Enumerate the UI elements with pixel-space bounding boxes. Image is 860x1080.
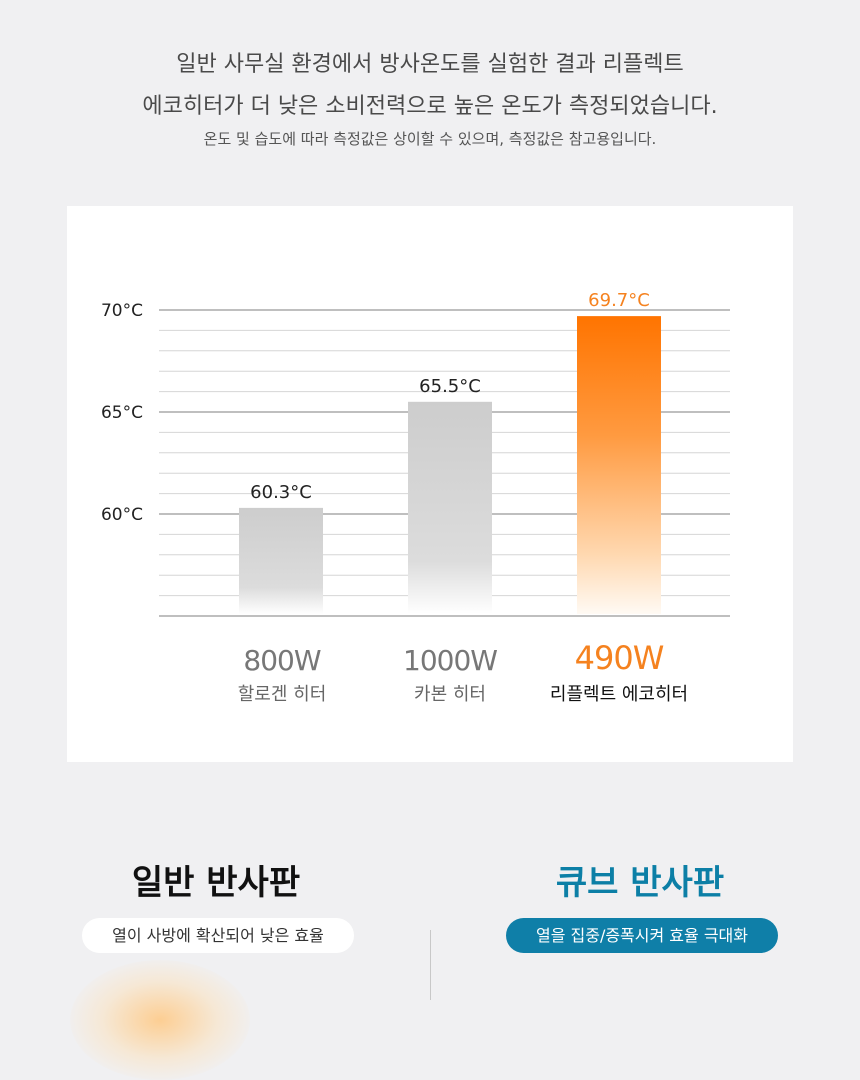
general-reflector-title: 일반 반사판 xyxy=(131,863,301,903)
category-watt-2: 490W xyxy=(574,639,665,677)
bar-value-label: 60.3°C xyxy=(250,482,312,503)
y-tick-label: 65°C xyxy=(101,403,143,423)
chart-card: 60°C 65°C 70°C 60.3°C 65.5°C 69.7°C 800W 할로겐 … xyxy=(67,206,793,762)
y-tick-label: 70°C xyxy=(101,301,143,321)
bar xyxy=(408,401,492,614)
category-name-0: 할로겐 히터 xyxy=(237,684,327,705)
cube-reflector-title: 큐브 반사판 xyxy=(555,863,725,903)
intro-line-1: 일반 사무실 환경에서 방사온도를 실험한 결과 리플렉트 xyxy=(176,52,684,77)
bar-chart: 60°C 65°C 70°C 60.3°C 65.5°C 69.7°C xyxy=(101,290,730,617)
category-watt-1: 1000W xyxy=(403,644,498,677)
general-reflector-pill: 열이 사방에 확산되어 낮은 효율 xyxy=(82,918,354,953)
cube-reflector-pill: 열을 집중/증폭시켜 효율 극대화 xyxy=(506,918,778,953)
category-watt-0: 800W xyxy=(243,644,321,677)
category-name-2: 리플렉트 에코히터 xyxy=(549,684,689,705)
bar xyxy=(577,316,661,614)
intro-line-2: 에코히터가 더 낮은 소비전력으로 높은 온도가 측정되었습니다. xyxy=(142,94,718,119)
intro-note: 온도 및 습도에 따라 측정값은 상이할 수 있으며, 측정값은 참고용입니다. xyxy=(203,130,657,148)
heat-glow-illustration xyxy=(70,960,250,1080)
bar-value-label: 65.5°C xyxy=(419,376,481,397)
compare-divider xyxy=(430,930,431,1000)
bar-value-label: 69.7°C xyxy=(588,290,650,311)
bar xyxy=(239,507,323,614)
y-tick-label: 60°C xyxy=(101,505,143,525)
category-name-1: 카본 히터 xyxy=(414,684,486,705)
